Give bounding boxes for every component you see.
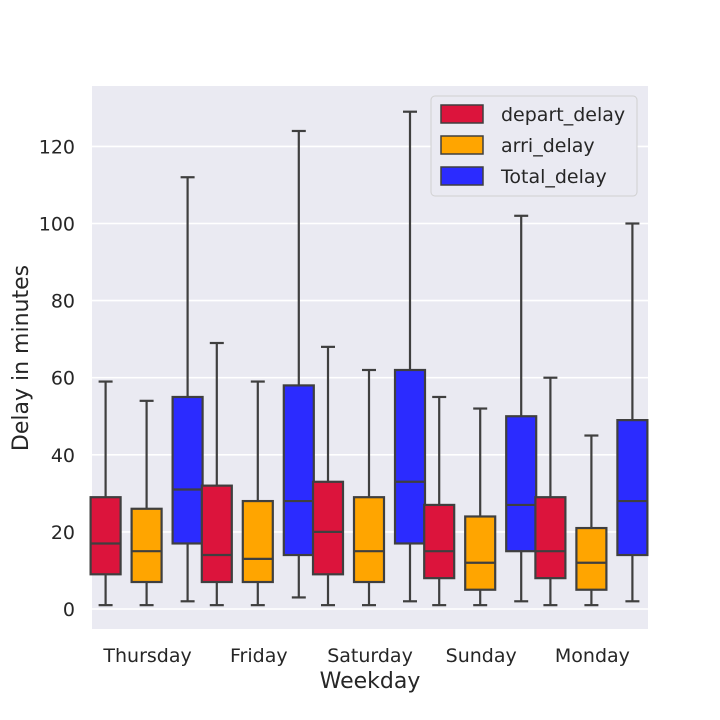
box-depart_delay-monday bbox=[534, 376, 567, 607]
y-tick-120: 120 bbox=[39, 136, 75, 158]
legend-swatch-Total_delay bbox=[440, 166, 484, 186]
y-tick-40: 40 bbox=[51, 445, 75, 467]
box-Total_delay-monday bbox=[616, 222, 649, 603]
box-body bbox=[171, 395, 204, 545]
y-tick-20: 20 bbox=[51, 522, 75, 544]
box-body bbox=[89, 496, 122, 576]
box-arri_delay-friday bbox=[241, 380, 274, 607]
y-tick-labels: 0 20 40 60 80 100 120 bbox=[39, 136, 75, 621]
box-depart_delay-friday bbox=[200, 341, 233, 607]
box-body bbox=[423, 503, 456, 580]
legend: depart_delay arri_delay Total_delay bbox=[430, 95, 638, 197]
y-tick-80: 80 bbox=[51, 291, 75, 313]
legend-swatch-arri_delay bbox=[440, 135, 484, 155]
box-arri_delay-monday bbox=[575, 434, 608, 607]
box-body bbox=[311, 480, 345, 576]
box-Total_delay-friday bbox=[282, 129, 315, 599]
box-body bbox=[575, 526, 608, 591]
y-tick-60: 60 bbox=[51, 368, 75, 390]
box-body bbox=[393, 368, 427, 545]
y-tick-100: 100 bbox=[39, 214, 75, 236]
box-groups bbox=[89, 110, 649, 607]
box-body bbox=[616, 419, 649, 557]
box-Total_delay-saturday bbox=[393, 110, 427, 603]
box-Total_delay-thursday bbox=[171, 176, 204, 603]
x-tick-thursday: Thursday bbox=[102, 645, 191, 667]
box-arri_delay-thursday bbox=[130, 399, 163, 607]
box-body bbox=[130, 507, 163, 584]
box-depart_delay-sunday bbox=[423, 395, 456, 607]
box-body bbox=[241, 499, 274, 584]
x-tick-labels: Thursday Friday Saturday Sunday Monday bbox=[102, 645, 629, 667]
box-body bbox=[505, 415, 538, 553]
legend-label-arri_delay: arri_delay bbox=[501, 135, 595, 157]
box-body bbox=[282, 384, 315, 557]
box-body bbox=[352, 496, 386, 584]
box-body bbox=[534, 496, 567, 580]
box-arri_delay-saturday bbox=[352, 368, 386, 607]
box-body bbox=[464, 515, 497, 591]
y-tick-0: 0 bbox=[63, 599, 75, 621]
x-tick-monday: Monday bbox=[555, 645, 630, 667]
x-tick-sunday: Sunday bbox=[446, 645, 517, 667]
box-depart_delay-thursday bbox=[89, 380, 122, 607]
legend-label-depart_delay: depart_delay bbox=[501, 104, 625, 126]
box-Total_delay-sunday bbox=[505, 214, 538, 603]
legend-label-Total_delay: Total_delay bbox=[500, 166, 607, 188]
x-tick-friday: Friday bbox=[230, 645, 288, 667]
legend-swatch-depart_delay bbox=[440, 104, 484, 124]
x-axis-label: Weekday bbox=[320, 669, 421, 694]
box-arri_delay-sunday bbox=[464, 407, 497, 607]
y-axis-label: Delay in minutes bbox=[9, 265, 34, 451]
box-body bbox=[200, 484, 233, 584]
x-tick-saturday: Saturday bbox=[327, 645, 413, 667]
box-depart_delay-saturday bbox=[311, 345, 345, 607]
